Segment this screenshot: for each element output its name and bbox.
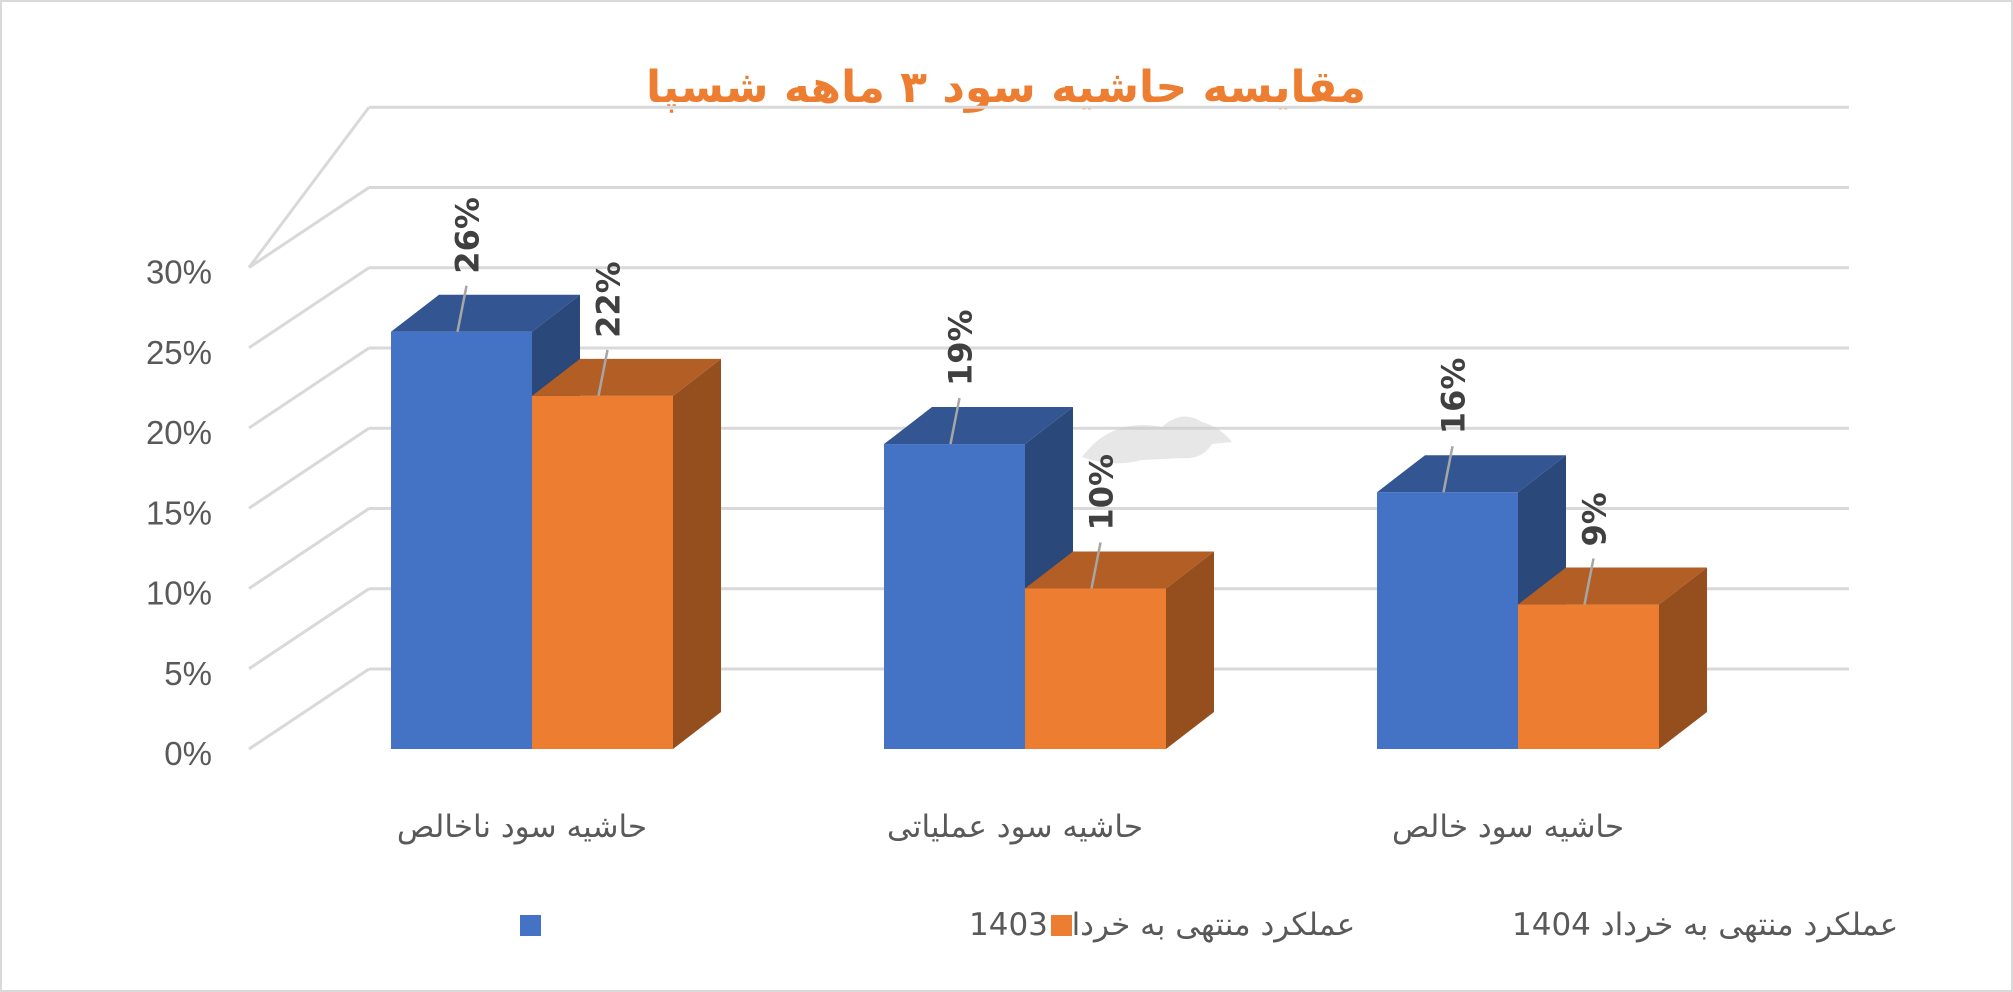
bar-front bbox=[532, 395, 673, 749]
leader-line bbox=[1583, 558, 1595, 605]
bar-top bbox=[1025, 551, 1214, 589]
bar-front bbox=[391, 331, 532, 749]
bar bbox=[1025, 551, 1214, 749]
bar-top bbox=[1518, 567, 1707, 605]
bar bbox=[532, 358, 721, 749]
data-label: 22% bbox=[590, 261, 628, 338]
y-tick-label: 30% bbox=[146, 254, 212, 291]
y-tick-label: 0% bbox=[164, 735, 212, 772]
bar-top bbox=[884, 407, 1073, 445]
leader-line bbox=[949, 397, 961, 445]
bar-side bbox=[673, 358, 721, 749]
data-labels: 26% 22% 19% 10% 16% 9% bbox=[449, 197, 1614, 605]
category-label: حاشیه سود عملیاتی bbox=[887, 809, 1143, 845]
bar-front bbox=[1518, 604, 1659, 749]
legend-label: عملکرد منتهی به خرداد 1403 bbox=[969, 907, 1355, 943]
y-tick-label: 15% bbox=[146, 494, 212, 531]
chart-title: مقایسه حاشیه سود ۳ ماهه شسپا bbox=[646, 62, 1366, 113]
gridline-diagonal bbox=[248, 346, 370, 430]
gridline-diagonal bbox=[248, 427, 370, 510]
y-axis-ticks: 0% 5% 10% 15% 20% 25% 30% bbox=[146, 254, 212, 773]
bar bbox=[1518, 567, 1707, 749]
category-label: حاشیه سود ناخالص bbox=[397, 809, 647, 845]
leader-line bbox=[1090, 542, 1102, 589]
gridline-diagonal bbox=[248, 667, 370, 751]
gridline-diagonal bbox=[248, 266, 370, 349]
leader-line bbox=[597, 349, 609, 397]
legend-label: عملکرد منتهی به خرداد 1404 bbox=[1512, 907, 1898, 943]
gridline-diagonal bbox=[248, 507, 370, 590]
legend: عملکرد منتهی به خرداد 1403 عملکرد منتهی ب… bbox=[520, 907, 1898, 943]
watermark-logo bbox=[1082, 416, 1232, 464]
gridline-diagonal bbox=[248, 587, 370, 670]
bar-front bbox=[1377, 492, 1518, 749]
leader-line bbox=[456, 285, 468, 332]
bar-top bbox=[1377, 455, 1566, 493]
gridline-diagonal bbox=[248, 186, 370, 269]
bar-front bbox=[884, 444, 1025, 749]
data-label: 9% bbox=[1576, 492, 1614, 546]
bars bbox=[391, 294, 1707, 749]
bar-front bbox=[1025, 588, 1166, 749]
data-label: 26% bbox=[449, 197, 487, 274]
bar-side bbox=[1659, 567, 1707, 749]
category-label: حاشیه سود خالص bbox=[1392, 809, 1624, 845]
y-tick-label: 5% bbox=[164, 655, 212, 692]
leader-line bbox=[1442, 445, 1454, 493]
bar-top bbox=[532, 358, 721, 396]
legend-swatch bbox=[1051, 915, 1072, 936]
category-labels: حاشیه سود ناخالص حاشیه سود عملیاتی حاشیه س… bbox=[397, 809, 1624, 845]
data-label: 19% bbox=[942, 309, 980, 386]
data-label: 16% bbox=[1435, 358, 1473, 435]
bar-side bbox=[1166, 551, 1214, 749]
y-tick-label: 20% bbox=[146, 414, 212, 451]
y-tick-label: 10% bbox=[146, 575, 212, 612]
data-label: 10% bbox=[1083, 454, 1121, 531]
legend-swatch bbox=[520, 915, 541, 936]
bar-top bbox=[391, 294, 580, 332]
y-tick-label: 25% bbox=[146, 334, 212, 371]
legend-item: عملکرد منتهی به خرداد 1404 bbox=[1051, 907, 1898, 943]
gridline-diagonal bbox=[247, 106, 371, 269]
legend-item: عملکرد منتهی به خرداد 1403 bbox=[520, 907, 1355, 943]
